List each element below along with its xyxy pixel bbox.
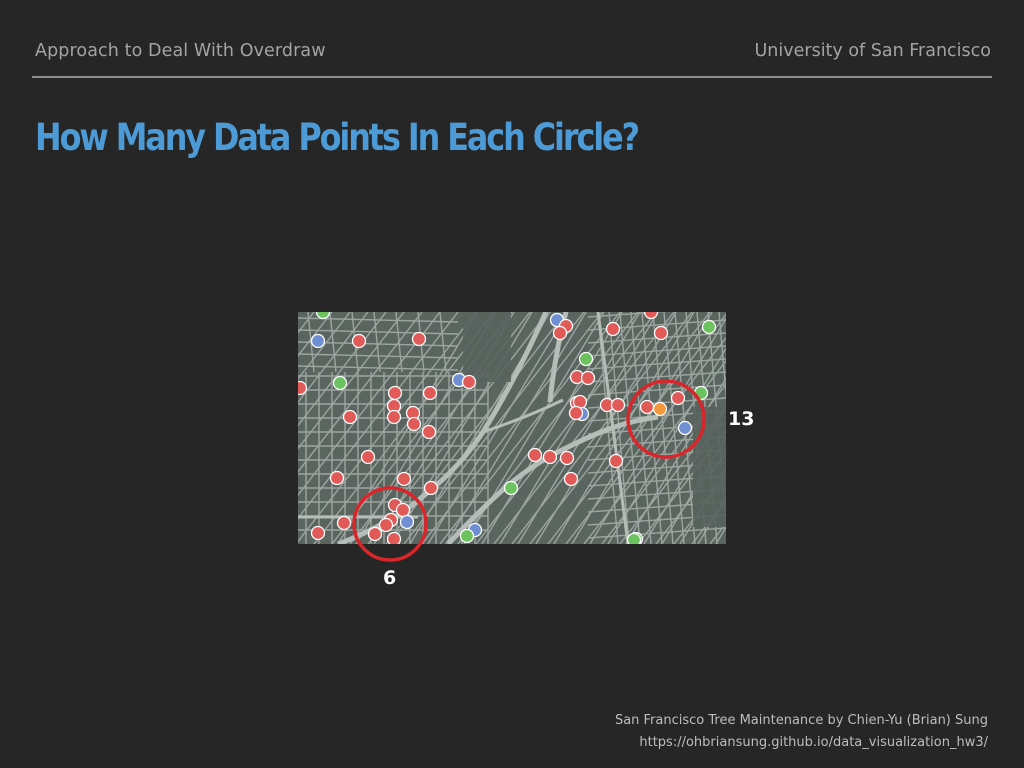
right-circle-count: 13: [728, 408, 755, 430]
tree-data-point: [360, 449, 376, 465]
tree-data-point: [411, 331, 427, 347]
tree-data-point: [386, 531, 402, 544]
tree-data-point: [652, 401, 668, 417]
tree-data-point: [578, 351, 594, 367]
section-title: Approach to Deal With Overdraw: [35, 41, 326, 61]
tree-data-point: [670, 390, 686, 406]
tree-data-point: [315, 312, 331, 320]
tree-data-point: [461, 374, 477, 390]
slide-title: How Many Data Points In Each Circle?: [35, 116, 640, 159]
tree-data-point: [527, 447, 543, 463]
tree-data-point: [701, 319, 717, 335]
institution-name: University of San Francisco: [754, 41, 992, 61]
tree-data-point: [542, 449, 558, 465]
tree-data-point: [552, 325, 568, 341]
tree-data-point: [298, 380, 308, 396]
tree-data-point: [605, 321, 621, 337]
tree-data-point: [643, 312, 659, 320]
tree-data-point: [336, 515, 352, 531]
tree-data-point: [351, 333, 367, 349]
tree-data-point: [563, 471, 579, 487]
tree-data-point: [310, 525, 326, 541]
tree-data-point: [406, 416, 422, 432]
tree-data-point: [367, 526, 383, 542]
tree-data-point: [626, 532, 642, 544]
tree-data-point: [422, 385, 438, 401]
tree-data-point: [342, 409, 358, 425]
tree-data-point: [503, 480, 519, 496]
tree-data-point: [332, 375, 348, 391]
tree-data-point: [653, 325, 669, 341]
right-highlight-circle: [626, 379, 706, 459]
tree-data-point: [559, 450, 575, 466]
highlight-overlay: [352, 379, 706, 562]
credit-line: San Francisco Tree Maintenance by Chien-…: [614, 713, 988, 728]
left-highlight-circle: [352, 486, 428, 562]
tree-data-point: [378, 517, 394, 533]
tree-data-point: [310, 333, 326, 349]
credit-url: https://ohbriansung.github.io/data_visua…: [639, 735, 988, 750]
left-circle-count: 6: [383, 567, 397, 589]
tree-data-point: [399, 514, 415, 530]
street-map: [298, 312, 726, 544]
map-figure: [298, 312, 726, 562]
tree-data-point: [459, 528, 475, 544]
tree-data-point: [568, 405, 584, 421]
tree-data-point: [329, 470, 345, 486]
tree-data-point: [421, 424, 437, 440]
tree-data-point: [677, 420, 693, 436]
tree-data-point: [423, 480, 439, 496]
header-divider: [32, 76, 992, 78]
tree-data-point: [610, 397, 626, 413]
tree-data-point: [396, 471, 412, 487]
tree-data-point: [386, 409, 402, 425]
tree-data-point: [608, 453, 624, 469]
tree-data-point: [580, 370, 596, 386]
